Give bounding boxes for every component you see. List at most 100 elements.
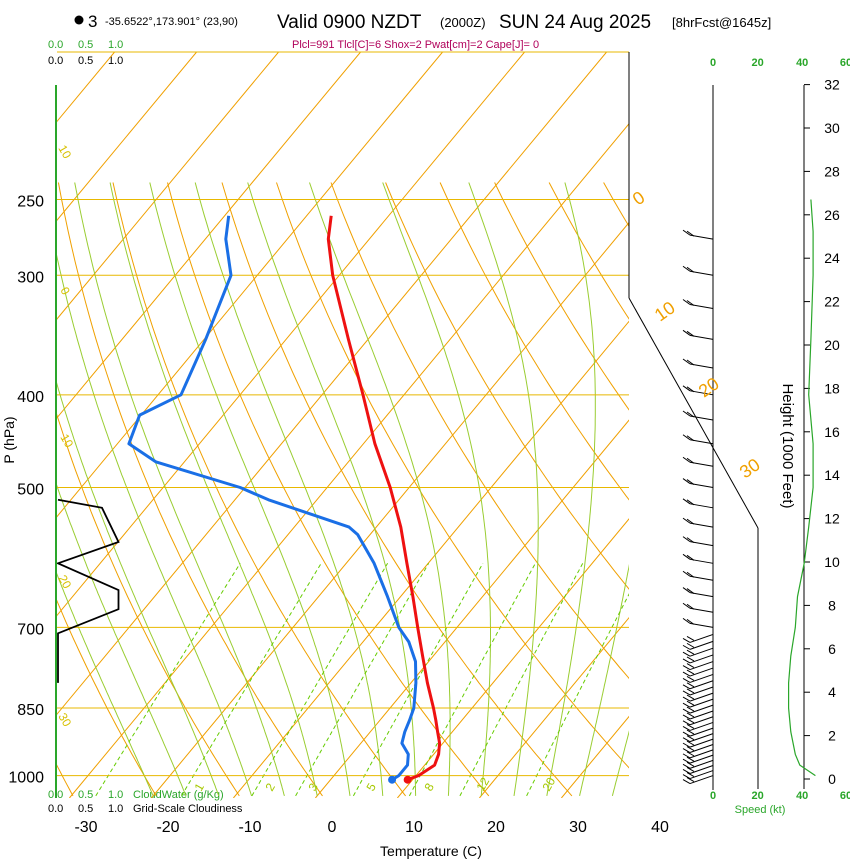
height-tick-label: 18 — [824, 380, 840, 396]
dry-adiabat-line — [439, 182, 629, 501]
dewpoint-line — [127, 215, 418, 781]
tropopause-shade-edge — [628, 297, 759, 529]
valid-time-label: Valid 0900 NZDT — [277, 12, 422, 33]
height-tick-label: 12 — [824, 511, 840, 527]
dry-adiabat-label: 20 — [695, 373, 723, 401]
cloudiness-label: Grid-Scale Cloudiness — [133, 803, 243, 815]
temperature-tick-label: 10 — [405, 819, 423, 836]
height-tick-label: 4 — [828, 684, 836, 700]
wind-barb — [682, 434, 714, 445]
mixing-ratio-line — [295, 563, 430, 797]
scale-tick: 0.5 — [78, 39, 93, 51]
pressure-tick-label: 700 — [17, 621, 44, 638]
top-scale-black: 0.0 0.5 1.0 — [48, 55, 123, 67]
wind-barb — [682, 617, 714, 628]
height-tick-label: 10 — [824, 554, 840, 570]
background-grid — [57, 52, 850, 798]
wind-barb — [682, 775, 714, 785]
wind-barb — [682, 229, 714, 240]
wind-barb — [682, 385, 714, 396]
bottom-scale-green: 0.0 0.5 1.0 CloudWater (g/Kg) — [48, 789, 224, 801]
isotherm-label: 30 — [55, 711, 74, 730]
mixing-ratio-line — [408, 563, 536, 797]
temperature-tick-label: 20 — [487, 819, 505, 836]
isotherm-line — [151, 221, 629, 798]
wind-barb — [682, 770, 714, 780]
wind-barb — [682, 673, 714, 683]
wind-barb — [682, 265, 714, 276]
wind-and-height-panel: 0246810121416182022242628303200202040406… — [628, 57, 850, 802]
isotherm-line — [315, 419, 629, 798]
dry-adiabat-line — [57, 599, 157, 797]
isotherm-label: 20 — [55, 573, 74, 592]
moist-adiabat-line — [382, 182, 491, 796]
station-marker-icon — [74, 15, 84, 25]
dry-adiabat-line — [57, 182, 323, 797]
mixing-ratio-line — [251, 563, 389, 797]
wind-barb — [682, 358, 714, 369]
height-tick-label: 16 — [824, 424, 840, 440]
wind-barb — [682, 749, 714, 759]
top-scale-green: 0.0 0.5 1.0 — [48, 39, 123, 51]
dry-adiabat-line — [276, 182, 629, 769]
height-tick-label: 6 — [828, 641, 836, 657]
moist-adiabat-line — [57, 573, 154, 797]
temperature-tick-label: 30 — [569, 819, 587, 836]
isotherm-line — [57, 52, 361, 419]
height-tick-label: 30 — [824, 120, 840, 136]
mixing-ratio-line — [181, 563, 322, 797]
mixing-ratio-line — [526, 593, 629, 797]
wind-barb — [682, 478, 714, 489]
mixing-ratio-line — [459, 563, 584, 797]
speed-tick-bottom: 20 — [751, 790, 763, 802]
scale-tick: 0.5 — [78, 55, 93, 67]
cloudiness-line — [55, 498, 120, 683]
temperature-point — [403, 775, 412, 784]
height-tick-label: 24 — [824, 250, 840, 266]
date-label: SUN 24 Aug 2025 — [499, 12, 651, 33]
isotherm-label: 10 — [55, 143, 74, 162]
moist-adiabat-line — [149, 182, 351, 796]
moist-adiabat-line — [546, 182, 596, 796]
moist-adiabat-line — [611, 730, 629, 797]
dry-adiabat-line — [330, 182, 629, 680]
speed-tick-top: 60 — [840, 57, 850, 69]
scale-tick: 1.0 — [108, 39, 123, 51]
dry-adiabat-label: 0 — [629, 187, 649, 209]
pressure-tick-label: 1000 — [8, 770, 44, 787]
isotherm-line — [57, 52, 279, 320]
scale-tick: 1.0 — [108, 803, 123, 815]
wind-barb — [682, 692, 714, 702]
wind-barb — [682, 633, 714, 643]
height-tick-label: 2 — [828, 728, 836, 744]
forecast-label: [8hrFcst@1645z] — [672, 15, 771, 30]
speed-tick-top: 20 — [751, 57, 763, 69]
station-number: 3 — [88, 12, 97, 31]
location-label: -35.6522°,173.901° (23,90) — [105, 16, 238, 28]
wind-barb — [682, 667, 714, 677]
wind-barb — [682, 754, 714, 764]
wind-barb — [682, 721, 714, 731]
scale-tick: 1.0 — [108, 55, 123, 67]
moist-adiabat-line — [247, 182, 417, 796]
scale-tick: 0.0 — [48, 55, 63, 67]
dry-adiabat-label: 30 — [736, 454, 764, 482]
speed-tick-top: 40 — [796, 57, 808, 69]
scale-tick: 0.0 — [48, 803, 63, 815]
mixing-ratio-label: 8 — [421, 780, 437, 793]
speed-tick-bottom: 40 — [796, 790, 808, 802]
mixing-ratio-label: 5 — [363, 780, 379, 793]
dry-adiabat-line — [822, 183, 850, 796]
height-tick-label: 0 — [828, 771, 836, 787]
isotherm-line — [69, 123, 629, 798]
moist-adiabat-line — [194, 182, 384, 796]
dry-adiabat-line — [57, 413, 240, 797]
height-tick-label: 22 — [824, 294, 840, 310]
y-axis-title: P (hPa) — [1, 416, 17, 463]
height-axis-title: Height (1000 Feet) — [779, 383, 796, 508]
bottom-scale-black: 0.0 0.5 1.0 Grid-Scale Cloudiness — [48, 803, 243, 815]
temperature-tick-label: -20 — [156, 819, 179, 836]
moist-adiabat-line — [109, 182, 318, 796]
